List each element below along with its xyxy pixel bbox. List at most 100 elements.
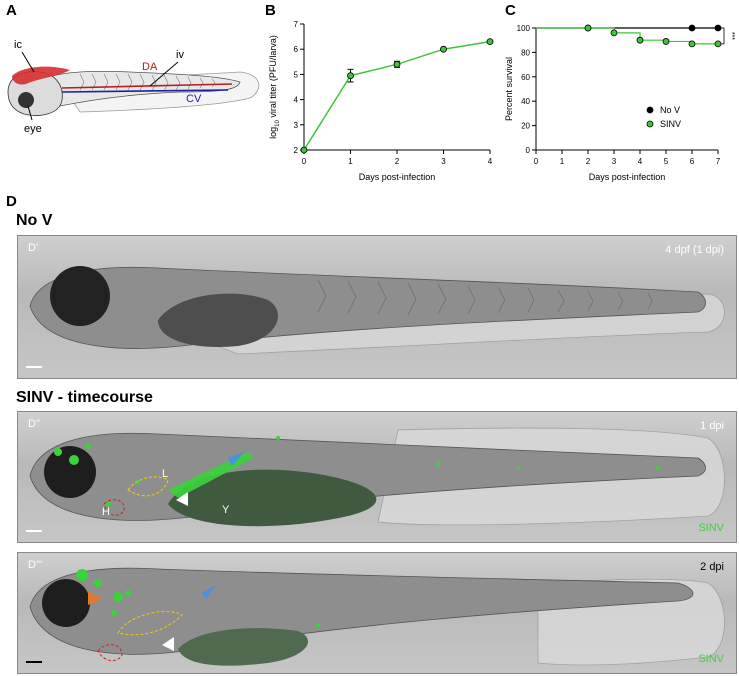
blue-arrowhead xyxy=(228,452,244,466)
label-eye: eye xyxy=(24,123,42,135)
micrograph-tag: D'' xyxy=(28,418,41,430)
y-tick-label: 6 xyxy=(294,45,299,54)
eye-shape xyxy=(18,92,34,108)
x-tick-label: 7 xyxy=(716,157,721,166)
x-tick-label: 0 xyxy=(302,157,307,166)
significance-bracket xyxy=(721,27,725,45)
titer-point xyxy=(486,38,494,46)
heart-outline xyxy=(97,644,123,661)
y-tick-label: 2 xyxy=(294,146,299,155)
x-tick-label: 4 xyxy=(488,157,493,166)
larva-eye xyxy=(50,266,110,326)
x-tick-label: 3 xyxy=(441,157,446,166)
somites xyxy=(79,73,216,92)
panel-letter-d: D xyxy=(6,193,17,210)
y-axis-label: log10 viral titer (PFU/larva) xyxy=(268,35,281,139)
sinv-label: SINV xyxy=(698,522,724,534)
yolk-label: Y xyxy=(222,504,230,516)
section-title-no-v: No V xyxy=(16,212,53,229)
ic-pointer xyxy=(21,51,35,73)
sinv-fluorescence xyxy=(76,569,320,627)
liver-outline xyxy=(117,611,183,636)
survival-point xyxy=(662,38,670,45)
survival-point xyxy=(688,40,696,48)
scale-bar xyxy=(26,530,42,532)
survival-point xyxy=(688,24,696,32)
micrograph-sinv-2dpi: D''' 2 dpi SINV xyxy=(17,552,737,674)
y-tick-label: 4 xyxy=(294,96,299,105)
eye-pointer xyxy=(27,105,33,121)
survival-point xyxy=(714,40,722,48)
white-arrowhead xyxy=(176,492,188,506)
intracerebral-region xyxy=(12,66,70,85)
survival-point xyxy=(636,36,644,44)
orange-arrowhead xyxy=(88,591,102,605)
micrograph-sinv-1dpi: D'' 1 dpi L H Y SINV xyxy=(17,411,737,543)
panel-letter-c: C xyxy=(505,2,516,19)
larva-eye xyxy=(42,579,90,627)
larva-eye xyxy=(44,446,96,498)
yolk-sac xyxy=(168,469,377,527)
zebrafish-schematic: ic iv DA CV eye xyxy=(7,39,260,135)
legend-marker xyxy=(646,106,654,114)
label-ic: ic xyxy=(14,39,22,51)
titer-point xyxy=(393,60,401,68)
section-title-sinv: SINV - timecourse xyxy=(16,389,153,406)
survival-point xyxy=(584,24,592,32)
survival-chart: 0 1 2 3 4 5 6 7 0 20 40 60 80 100 Days post-infection P… xyxy=(504,24,735,182)
white-arrowhead xyxy=(162,637,174,651)
dorsal-aorta-line xyxy=(61,83,233,89)
x-axis-label: Days post-infection xyxy=(589,172,666,182)
x-tick-label: 4 xyxy=(638,157,643,166)
scale-bar xyxy=(26,661,42,663)
survival-point xyxy=(610,29,618,37)
y-axis-label: Percent survival xyxy=(504,57,514,121)
x-tick-label: 2 xyxy=(586,157,591,166)
y-tick-label: 80 xyxy=(521,48,530,57)
sinv-label: SINV xyxy=(698,653,724,665)
micrograph-no-v: D' 4 dpf (1 dpi) xyxy=(17,235,737,379)
y-tick-label: 5 xyxy=(294,70,299,79)
larva-image-no-v xyxy=(29,266,725,355)
yolk-sac xyxy=(178,628,308,666)
label-cv: CV xyxy=(186,93,202,105)
viral-titer-chart: 0 1 2 3 4 2 3 4 5 6 7 Days post-infection log10 vira… xyxy=(268,20,494,182)
micrograph-time: 2 dpi xyxy=(700,561,724,573)
titer-point xyxy=(300,146,308,154)
x-tick-label: 5 xyxy=(664,157,669,166)
x-tick-label: 1 xyxy=(560,157,565,166)
x-tick-label: 1 xyxy=(348,157,353,166)
x-tick-label: 2 xyxy=(395,157,400,166)
x-tick-label: 6 xyxy=(690,157,695,166)
legend-marker xyxy=(646,120,654,128)
titer-point xyxy=(347,72,354,80)
heart-outline xyxy=(103,499,125,516)
y-tick-label: 20 xyxy=(521,122,530,131)
label-da: DA xyxy=(142,61,158,73)
blue-arrowhead xyxy=(202,585,216,599)
larva-somites xyxy=(317,279,653,316)
micrograph-tag: D' xyxy=(28,242,39,254)
significance-label: *** xyxy=(728,32,735,40)
x-axis-label: Days post-infection xyxy=(359,172,436,182)
y-tick-label: 40 xyxy=(521,97,530,106)
y-tick-label: 0 xyxy=(526,146,531,155)
survival-point xyxy=(714,24,722,32)
liver-label: L xyxy=(162,468,169,480)
x-tick-label: 0 xyxy=(534,157,539,166)
titer-point xyxy=(440,45,447,53)
titer-line xyxy=(303,40,491,151)
legend-label: No V xyxy=(660,105,680,115)
panel-letter-b: B xyxy=(265,2,276,19)
heart-label: H xyxy=(102,506,110,518)
label-iv: iv xyxy=(176,49,184,61)
micrograph-time: 4 dpf (1 dpi) xyxy=(665,244,724,256)
caudal-vein-line xyxy=(61,89,229,93)
iv-pointer xyxy=(149,61,179,87)
larva-image-sinv-2dpi xyxy=(29,567,725,666)
yolk-sac xyxy=(158,293,278,347)
y-tick-label: 100 xyxy=(517,24,531,33)
micrograph-tag: D''' xyxy=(28,559,43,571)
y-tick-label: 3 xyxy=(294,121,299,130)
scale-bar xyxy=(26,366,42,368)
